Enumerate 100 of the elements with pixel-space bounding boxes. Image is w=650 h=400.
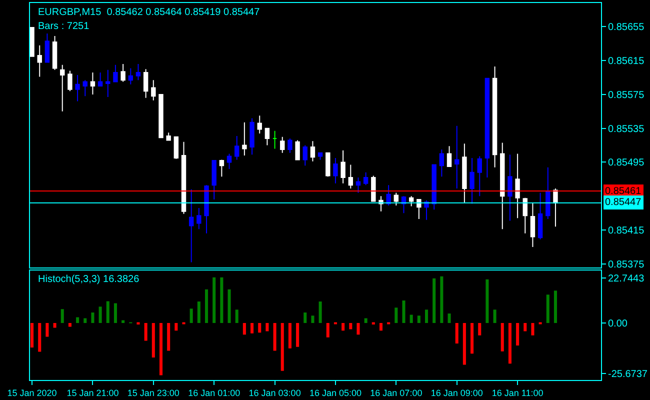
candlestick xyxy=(136,63,141,81)
ref-line-label: 0.85447 xyxy=(605,197,642,208)
candlestick xyxy=(386,184,391,206)
bar xyxy=(493,310,496,323)
candlestick xyxy=(44,32,50,63)
y-tick-label: 0.85375 xyxy=(608,259,645,270)
candlestick xyxy=(416,199,422,220)
bar xyxy=(30,322,34,348)
candlestick xyxy=(37,44,42,78)
bar xyxy=(508,322,512,364)
bar xyxy=(266,322,269,332)
candlestick xyxy=(272,130,278,150)
bar xyxy=(220,277,224,323)
bar xyxy=(68,322,72,327)
bar xyxy=(46,322,49,337)
candlestick xyxy=(454,125,460,189)
candlestick xyxy=(484,78,490,178)
bar xyxy=(250,322,254,334)
candlestick xyxy=(234,135,240,160)
bar xyxy=(60,309,64,323)
bar xyxy=(84,318,87,323)
x-tick-label: 16 Jan 05:00 xyxy=(309,388,362,398)
candlestick xyxy=(333,158,338,184)
candlestick xyxy=(280,136,285,154)
bar xyxy=(546,294,550,323)
candlestick xyxy=(143,68,148,98)
bar xyxy=(159,322,163,376)
bar xyxy=(500,322,504,352)
candlestick xyxy=(500,142,505,230)
candlestick xyxy=(196,207,202,230)
x-tick-label: 15 Jan 2020 xyxy=(7,388,57,398)
bar xyxy=(228,289,231,323)
candlestick xyxy=(553,188,558,228)
candlestick xyxy=(522,197,528,234)
candlestick xyxy=(106,69,110,98)
candlestick xyxy=(75,74,80,102)
candlestick xyxy=(340,150,346,184)
bar xyxy=(364,318,368,323)
annotation: Bars : 7251 xyxy=(38,21,90,32)
bar xyxy=(410,314,413,323)
y-tick-label: -25.6737 xyxy=(608,369,648,380)
candlestick xyxy=(151,80,156,101)
x-tick-label: 15 Jan 23:00 xyxy=(127,388,180,398)
bar xyxy=(258,322,262,333)
y-tick-label: 0.85415 xyxy=(608,226,645,237)
x-tick-label: 16 Jan 07:00 xyxy=(370,388,422,398)
bar xyxy=(98,306,102,323)
bar xyxy=(440,276,444,323)
candlestick xyxy=(348,164,354,189)
candlestick xyxy=(318,152,323,160)
bar xyxy=(524,322,527,332)
y-tick-label: 0.85615 xyxy=(608,56,645,68)
bar xyxy=(432,278,436,323)
candlestick xyxy=(188,188,194,263)
x-tick-label: 15 Jan 21:00 xyxy=(66,388,119,398)
candlestick xyxy=(166,132,171,141)
candlestick xyxy=(363,172,368,186)
bar xyxy=(326,322,330,338)
candlestick xyxy=(264,128,270,146)
bar xyxy=(144,322,148,341)
bar xyxy=(122,320,125,323)
candlestick xyxy=(90,72,96,95)
bar xyxy=(53,322,56,328)
x-tick-label: 16 Jan 11:00 xyxy=(492,388,544,398)
candlestick xyxy=(394,192,399,206)
bar xyxy=(425,310,428,323)
bar xyxy=(417,316,420,323)
candlestick xyxy=(492,66,498,168)
candlestick xyxy=(477,156,482,197)
bar xyxy=(167,322,170,351)
bar xyxy=(318,301,322,323)
candlestick xyxy=(401,196,406,214)
bar xyxy=(402,300,406,323)
bar xyxy=(76,317,80,323)
candlestick xyxy=(212,160,216,200)
candlestick xyxy=(439,149,444,178)
candlestick xyxy=(204,184,209,234)
candlestick xyxy=(128,68,133,85)
bar xyxy=(304,312,307,323)
candlestick xyxy=(288,138,292,154)
candlestick xyxy=(181,141,186,214)
y-tick-label: 0.85655 xyxy=(608,22,645,34)
bar xyxy=(394,308,398,323)
y-tick-label: 0.85575 xyxy=(608,90,645,101)
candlestick xyxy=(250,118,254,156)
bar xyxy=(136,322,140,325)
candlestick xyxy=(530,202,536,248)
candlestick xyxy=(424,200,429,220)
bar xyxy=(152,322,155,358)
bar xyxy=(106,301,110,323)
candlestick xyxy=(295,140,300,160)
candlestick xyxy=(515,153,520,219)
candlestick xyxy=(408,196,414,207)
bar xyxy=(197,301,200,323)
bar xyxy=(531,322,534,336)
bar xyxy=(212,277,216,323)
candlestick xyxy=(82,80,88,97)
candlestick xyxy=(226,153,232,170)
bar xyxy=(174,322,178,331)
bar xyxy=(478,322,482,336)
